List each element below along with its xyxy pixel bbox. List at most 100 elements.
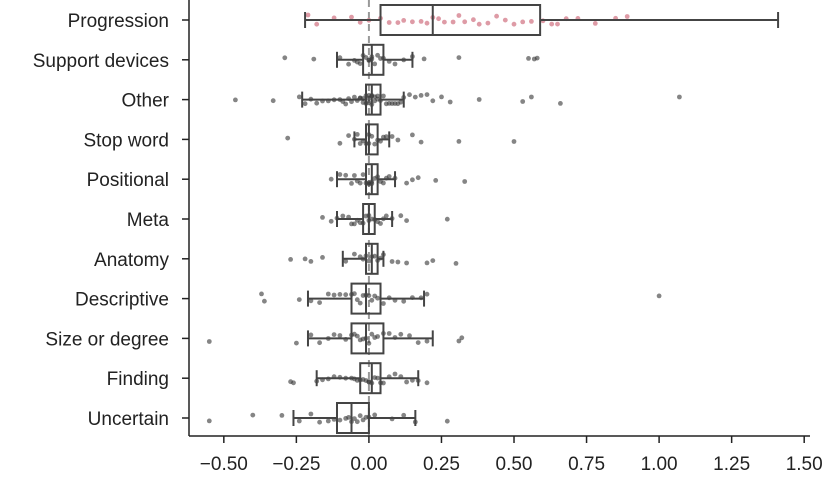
category-label: Anatomy <box>94 250 169 271</box>
box-iqr <box>335 402 370 434</box>
data-point <box>410 19 415 25</box>
data-point <box>270 98 276 104</box>
category-label: Uncertain <box>88 409 169 430</box>
data-point <box>372 412 378 418</box>
data-point <box>389 259 395 264</box>
data-point <box>418 93 424 98</box>
data-point <box>296 94 302 100</box>
data-point <box>352 416 357 421</box>
data-point <box>430 98 436 104</box>
data-point <box>383 213 389 219</box>
data-point <box>410 177 415 183</box>
data-point <box>346 133 351 139</box>
data-point <box>360 172 366 178</box>
data-point <box>369 133 375 139</box>
data-point <box>317 419 322 425</box>
data-point <box>375 52 380 58</box>
data-point <box>401 18 407 23</box>
box-iqr <box>365 123 379 156</box>
data-point <box>404 260 409 266</box>
data-point <box>415 175 421 181</box>
data-point <box>401 412 407 418</box>
data-point <box>372 253 378 259</box>
data-point <box>529 94 534 100</box>
data-point <box>444 418 450 424</box>
x-tick-label: 0.25 <box>423 454 460 475</box>
data-point <box>337 172 343 177</box>
data-point <box>317 300 322 305</box>
data-point <box>259 291 264 297</box>
data-point <box>592 21 598 26</box>
data-point <box>349 181 354 186</box>
data-point <box>352 251 357 257</box>
data-point <box>369 297 375 303</box>
data-point <box>357 413 363 419</box>
x-tick-label: −0.50 <box>200 454 248 475</box>
x-tick-label: −0.25 <box>272 454 320 475</box>
data-point <box>369 331 375 337</box>
data-point <box>291 380 296 386</box>
data-point <box>677 94 682 100</box>
data-point <box>331 292 337 298</box>
data-point <box>337 333 343 338</box>
data-point <box>418 19 424 24</box>
data-point <box>337 292 343 297</box>
data-point <box>447 99 453 105</box>
data-point <box>424 260 430 266</box>
data-point <box>381 180 386 186</box>
x-tick-label: 0.50 <box>496 454 533 475</box>
data-point <box>421 56 427 62</box>
data-point <box>357 61 363 66</box>
box-iqr <box>350 322 385 355</box>
data-point <box>415 340 421 345</box>
data-point <box>366 293 372 298</box>
data-point <box>476 97 482 102</box>
data-point <box>354 333 360 339</box>
data-point <box>511 21 517 27</box>
category-label: Size or degree <box>45 329 169 350</box>
data-point <box>357 300 363 306</box>
data-point <box>343 292 349 298</box>
data-point <box>346 61 351 67</box>
data-point <box>206 339 212 344</box>
data-point <box>526 56 531 61</box>
data-point <box>302 256 308 262</box>
data-point <box>343 101 349 107</box>
data-point <box>502 17 508 23</box>
data-point <box>366 258 372 264</box>
data-point <box>386 20 392 25</box>
data-point <box>624 14 630 19</box>
data-point <box>453 261 459 266</box>
data-point <box>404 218 409 224</box>
data-point <box>404 180 409 186</box>
box-iqr <box>359 362 382 395</box>
data-point <box>456 139 462 144</box>
data-point <box>424 20 430 26</box>
data-point <box>381 380 386 386</box>
data-point <box>311 56 317 62</box>
data-point <box>520 19 526 25</box>
data-point <box>418 139 424 145</box>
data-point <box>389 134 395 139</box>
data-point <box>372 141 378 147</box>
data-point <box>352 94 357 100</box>
data-point <box>352 221 357 227</box>
data-point <box>372 61 378 67</box>
data-point <box>386 174 392 179</box>
data-point <box>279 413 285 418</box>
data-point <box>285 135 291 141</box>
data-point <box>250 412 256 418</box>
data-point <box>462 19 468 25</box>
data-point <box>308 411 314 417</box>
data-point <box>354 132 360 137</box>
data-point <box>424 338 430 344</box>
category-label: Meta <box>127 210 170 231</box>
data-point <box>395 20 401 25</box>
data-point <box>383 134 389 140</box>
data-point <box>375 375 380 381</box>
data-point <box>294 340 299 346</box>
data-point <box>407 333 412 339</box>
data-point <box>386 331 392 336</box>
data-point <box>471 17 476 23</box>
data-point <box>450 19 456 25</box>
